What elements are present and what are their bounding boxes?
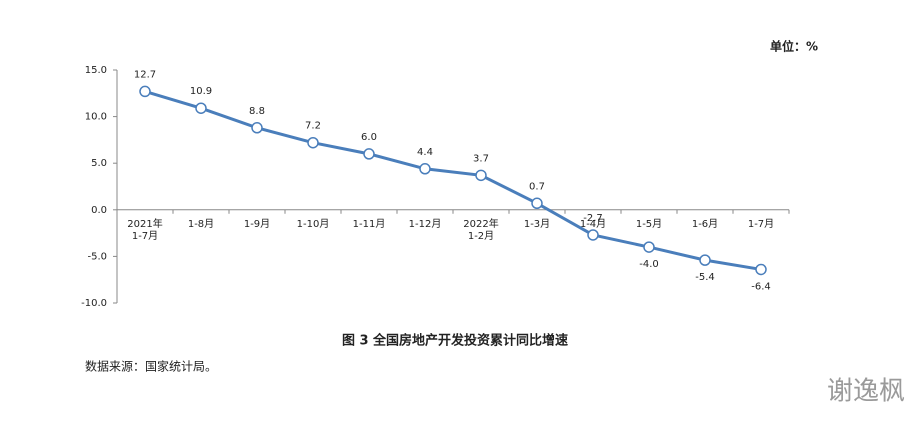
data-point — [587, 229, 599, 241]
data-point — [643, 241, 655, 253]
chart-title: 图 3 全国房地产开发投资累计同比增速 — [342, 333, 568, 349]
data-point — [531, 197, 543, 210]
x-tick-label: 1-9月 — [244, 218, 270, 230]
y-tick-label: -5.0 — [87, 251, 107, 262]
x-tick-label: 1-6月 — [692, 218, 718, 230]
data-label: 7.2 — [305, 121, 321, 132]
y-tick-label: 0.0 — [91, 205, 107, 216]
x-tick-label: 1-11月 — [353, 218, 386, 230]
x-tick-label: 1-7月 — [748, 218, 774, 230]
x-tick-label: 1-8月 — [188, 218, 214, 230]
data-label: 10.9 — [190, 86, 212, 97]
data-point — [307, 136, 319, 149]
data-point — [419, 163, 431, 175]
data-label: 12.7 — [134, 69, 156, 80]
data-point — [139, 85, 151, 98]
watermark: 谢逸枫 — [827, 377, 905, 407]
data-point — [363, 148, 375, 160]
x-tick-label: 1-10月 — [297, 218, 330, 230]
unit-label: 单位：% — [770, 39, 818, 54]
source-note: 数据来源：国家统计局。 — [85, 359, 217, 374]
y-tick-label: 5.0 — [91, 158, 107, 169]
line-series — [144, 89, 762, 271]
x-tick-label: 1-5月 — [636, 218, 662, 230]
y-tick-label: 15.0 — [85, 65, 107, 76]
data-point — [251, 122, 263, 134]
data-point — [195, 102, 207, 114]
data-label: 6.0 — [361, 132, 377, 143]
data-label: 8.8 — [249, 106, 265, 117]
data-label: 0.7 — [529, 181, 545, 192]
data-label: -5.4 — [695, 272, 715, 283]
data-label: -6.4 — [751, 281, 771, 292]
data-label: 4.4 — [417, 147, 433, 158]
data-point — [699, 254, 711, 266]
x-tick-label: 2022年 1-2月 — [463, 217, 498, 242]
x-tick-label: 1-3月 — [524, 218, 550, 230]
data-point — [475, 169, 487, 182]
x-tick-label: 1-12月 — [409, 218, 442, 230]
x-tick-label: 2021年 1-7月 — [127, 217, 162, 242]
data-label: -4.0 — [639, 259, 659, 270]
y-tick-label: 10.0 — [85, 112, 107, 123]
y-tick-label: -10.0 — [81, 298, 107, 309]
data-label: -2.7 — [583, 213, 603, 224]
x-tick-label: 1-4月 — [580, 218, 606, 230]
data-label: 3.7 — [473, 153, 489, 164]
data-point — [755, 263, 767, 276]
